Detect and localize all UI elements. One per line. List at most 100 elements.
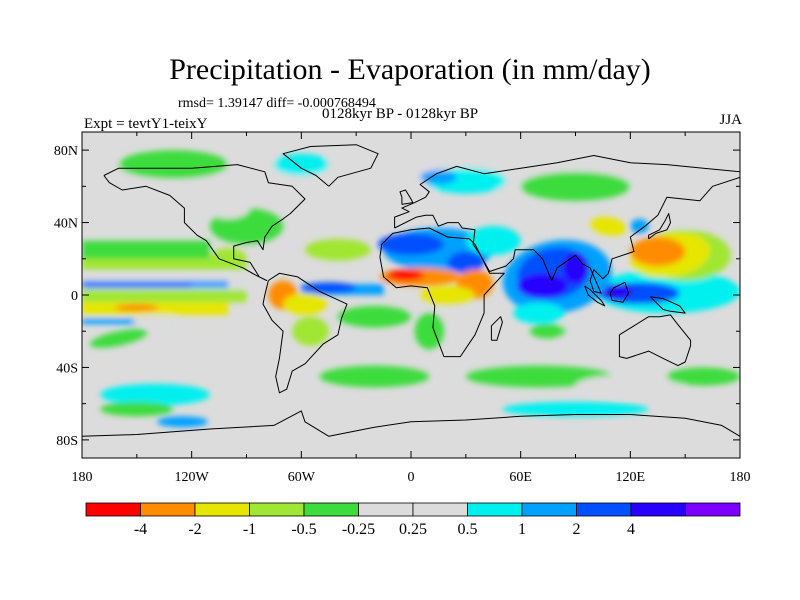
coastline-japan: [648, 213, 671, 240]
colorbar-box: [685, 502, 741, 517]
coastline-sumatra: [584, 285, 606, 307]
field-patch: [178, 304, 223, 315]
field-patch: [337, 305, 412, 328]
chart-title: Precipitation - Evaporation (in mm/day): [169, 53, 651, 86]
coastline-australia: [618, 314, 692, 367]
coastline-south-america: [262, 272, 348, 394]
stats-text: rmsd= 1.39147 diff= -0.000768494: [178, 96, 376, 111]
season-label: JJA: [719, 112, 742, 128]
field-patch: [575, 374, 686, 397]
field-patch: [420, 170, 457, 185]
field-patch: [82, 258, 247, 270]
colorbar-box: [467, 502, 523, 517]
axes-ticks: 80N 40N 0 40S 80S 180 120W 60W 0 60E 120E 180: [54, 132, 751, 485]
field-patch: [387, 269, 424, 281]
field-patch: [82, 283, 192, 287]
field-patch: [304, 238, 371, 261]
field-patch: [465, 226, 521, 256]
field-patch: [465, 365, 613, 388]
field-patch: [82, 240, 210, 259]
lat-tick-label: 40S: [56, 361, 78, 376]
coastline-new-guinea: [650, 296, 686, 314]
coastline-layer: [82, 144, 740, 437]
field-patch: [100, 383, 210, 406]
lon-tick-label: 60W: [288, 470, 316, 485]
colorbar-box: [140, 502, 196, 517]
coastline-eurasia: [394, 155, 740, 294]
field-patch: [666, 367, 740, 386]
field-patch: [378, 233, 444, 256]
field-patch: [292, 316, 329, 346]
lat-tick-label: 80S: [56, 434, 78, 449]
lat-tick-label: 80N: [54, 144, 78, 159]
colorbar-box: [521, 502, 577, 517]
colorbar-box: [303, 502, 359, 517]
coastline-antarctica: [82, 410, 740, 437]
colorbar: -4 -2 -1 -0.5 -0.25 0.25 0.5 1 2 4: [85, 502, 741, 538]
field-patch: [301, 282, 357, 294]
colorbar-box: [576, 502, 632, 517]
experiment-label: Expt = tevtY1-teixY: [84, 116, 208, 132]
field-patch: [414, 313, 444, 350]
lon-tick-label: 120W: [175, 470, 210, 485]
colorbar-box: [412, 502, 468, 517]
period-text: 0128kyr BP - 0128kyr BP: [322, 106, 479, 122]
lat-tick-label: 0: [71, 289, 78, 304]
field-patch: [133, 314, 178, 326]
coastline-greenland: [282, 144, 379, 187]
field-patch: [659, 209, 711, 228]
field-patch: [502, 401, 649, 417]
colorbar-label: 2: [573, 521, 581, 538]
lon-tick-label: 180: [730, 470, 751, 485]
colorbar-box: [630, 502, 686, 517]
coastline-borneo: [609, 281, 629, 303]
colorbar-box: [249, 502, 305, 517]
field-patch: [520, 171, 631, 201]
field-layer: [82, 132, 740, 458]
coastline-great-britain: [399, 189, 414, 205]
field-patch: [206, 197, 251, 219]
field-patch: [447, 251, 485, 274]
field-patch: [319, 365, 430, 388]
field-patch: [273, 153, 329, 176]
field-patch: [100, 401, 174, 417]
lat-tick-label: 40N: [54, 217, 78, 232]
coastline-africa: [379, 227, 505, 358]
colorbar-box: [85, 502, 141, 517]
field-patch: [630, 218, 649, 234]
lon-tick-label: 0: [408, 470, 415, 485]
field-patch: [420, 285, 475, 305]
colorbar-label: -1: [243, 521, 256, 538]
lon-tick-label: 180: [72, 470, 93, 485]
coastline-madagascar: [490, 316, 503, 341]
field-patch: [89, 329, 148, 348]
colorbar-label: -0.5: [291, 521, 316, 538]
colorbar-label: -4: [134, 521, 147, 538]
field-patch: [209, 247, 247, 270]
field-patch: [517, 273, 569, 299]
lon-tick-label: 120E: [616, 470, 646, 485]
colorbar-box: [358, 502, 414, 517]
colorbar-box: [194, 502, 250, 517]
field-patch: [283, 293, 327, 315]
field-patch: [82, 318, 174, 324]
field-patch: [590, 216, 627, 236]
field-patch: [82, 289, 247, 303]
field-patch: [301, 400, 448, 419]
colorbar-label: 4: [627, 521, 635, 538]
coastline-north-america: [103, 164, 306, 281]
colorbar-label: 0.5: [458, 521, 478, 538]
field-patch: [118, 150, 229, 180]
field-patch: [156, 416, 209, 428]
colorbar-label: 1: [518, 521, 526, 538]
field-patch: [630, 237, 686, 267]
lon-tick-label: 60E: [509, 470, 532, 485]
colorbar-label: -0.25: [342, 521, 375, 538]
field-patch: [562, 251, 589, 285]
colorbar-label: -2: [188, 521, 201, 538]
field-patch: [114, 304, 159, 312]
field-patch: [529, 323, 567, 339]
field-patch: [513, 302, 565, 324]
colorbar-label: 0.25: [399, 521, 427, 538]
